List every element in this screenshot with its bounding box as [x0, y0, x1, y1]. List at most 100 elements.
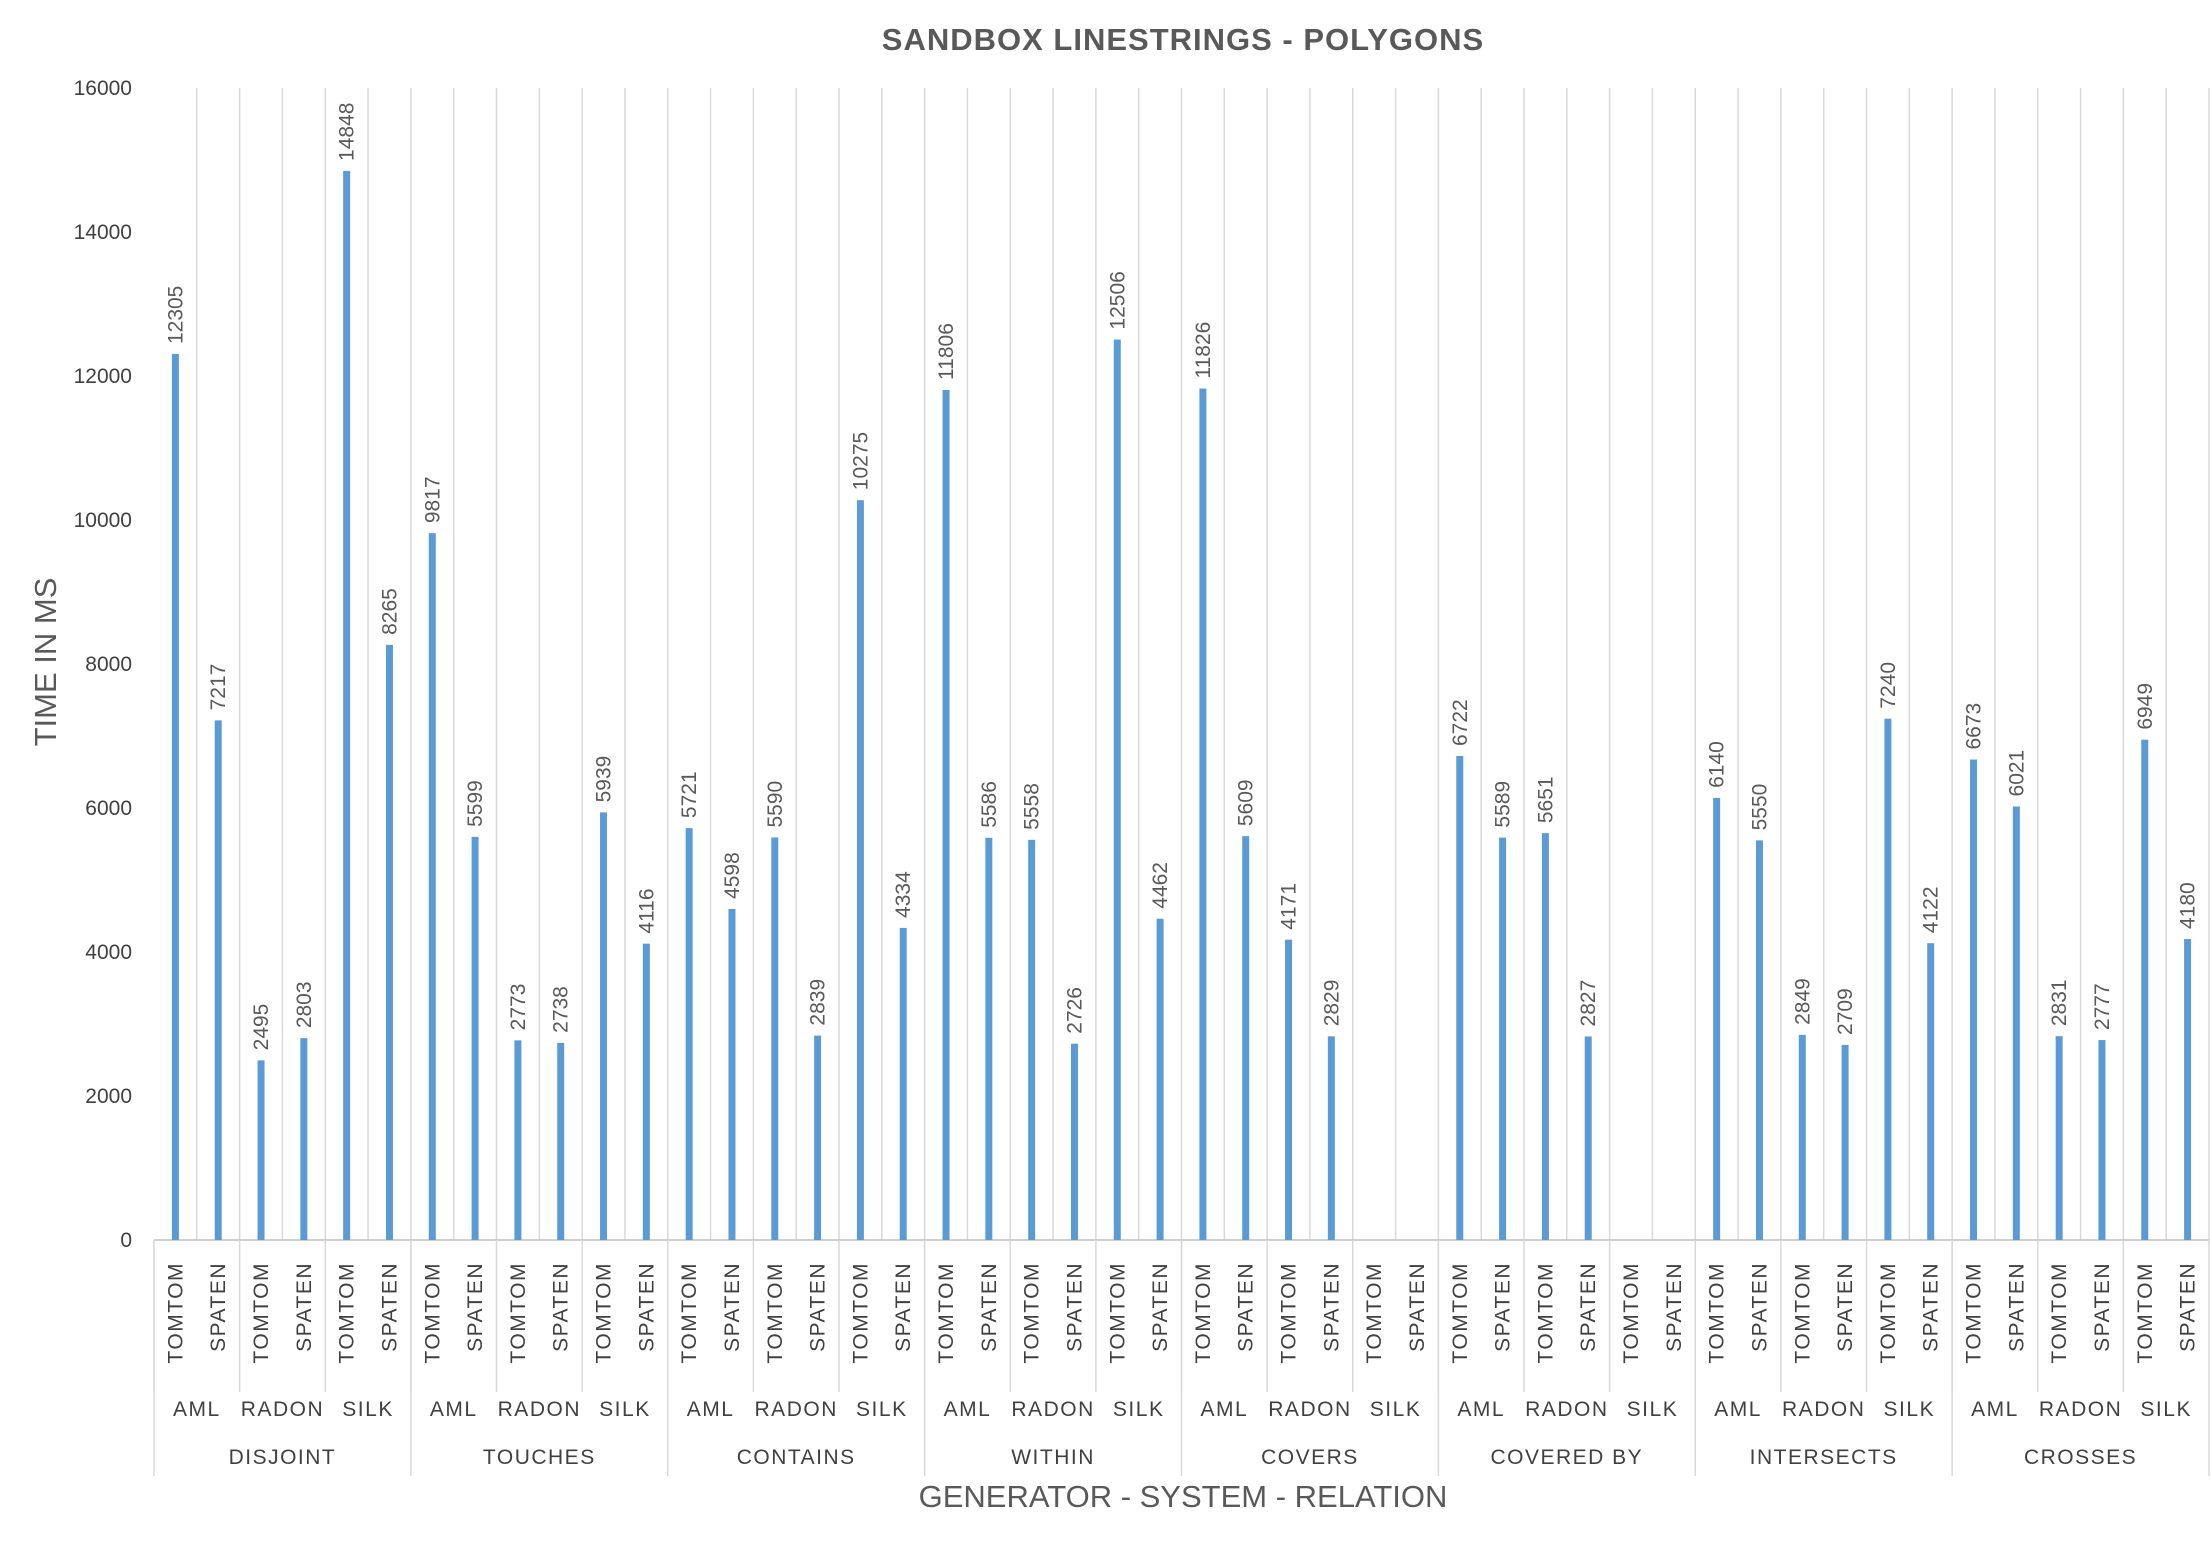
- data-label: 4180: [2177, 882, 2200, 929]
- x-axis-title: GENERATOR - SYSTEM - RELATION: [919, 1479, 1448, 1514]
- bar: [2184, 939, 2192, 1240]
- generator-label: TOMTOM: [2134, 1262, 2157, 1364]
- data-label: 4334: [892, 871, 915, 918]
- generator-label: SPATEN: [1834, 1262, 1857, 1352]
- generator-label: SPATEN: [2005, 1262, 2028, 1352]
- system-label: SILK: [856, 1398, 908, 1421]
- data-label: 12506: [1106, 271, 1129, 329]
- system-label: RADON: [1011, 1398, 1094, 1421]
- generator-label: TOMTOM: [1963, 1262, 1986, 1364]
- bar: [1113, 339, 1121, 1240]
- data-label: 4598: [721, 852, 744, 899]
- generator-label: TOMTOM: [421, 1262, 444, 1364]
- generator-label: TOMTOM: [1278, 1262, 1301, 1364]
- bar: [1242, 836, 1250, 1240]
- relation-label: COVERS: [1261, 1446, 1359, 1469]
- bar: [385, 644, 393, 1240]
- y-tick-label: 14000: [74, 221, 132, 244]
- y-tick-label: 0: [120, 1229, 132, 1252]
- data-label: 6140: [1706, 741, 1729, 788]
- bar: [1285, 939, 1293, 1240]
- system-label: SILK: [2140, 1398, 2192, 1421]
- data-label: 4116: [635, 888, 658, 933]
- bar: [985, 837, 993, 1240]
- data-label: 6722: [1449, 699, 1472, 746]
- generator-label: SPATEN: [978, 1262, 1001, 1352]
- data-label: 2726: [1063, 987, 1086, 1034]
- system-label: RADON: [498, 1398, 581, 1421]
- data-label: 5589: [1492, 781, 1515, 828]
- bar: [2012, 806, 2020, 1240]
- generator-label: TOMTOM: [1192, 1262, 1215, 1364]
- generator-label: SPATEN: [807, 1262, 830, 1352]
- bar: [1199, 388, 1207, 1240]
- data-label: 2829: [1320, 980, 1343, 1027]
- system-label: AML: [1971, 1398, 2019, 1421]
- x-axis-categories: DISJOINT AML TOMTOM SPATEN RADON TOMTOM SPATEN…: [164, 1262, 2199, 1469]
- data-label: 7240: [1877, 662, 1900, 709]
- data-label: 2773: [507, 984, 530, 1031]
- bar: [1884, 718, 1892, 1240]
- system-label: AML: [173, 1398, 221, 1421]
- data-label: 11806: [935, 323, 958, 380]
- gridlines: [153, 88, 2210, 1476]
- relation-label: COVERED BY: [1490, 1446, 1643, 1469]
- generator-label: TOMTOM: [2048, 1262, 2071, 1364]
- data-label: 14848: [336, 103, 359, 161]
- data-label: 9817: [421, 476, 444, 523]
- bar: [1713, 797, 1721, 1240]
- y-tick-label: 12000: [74, 365, 132, 388]
- generator-label: SPATEN: [1748, 1262, 1771, 1352]
- bar: [471, 836, 479, 1240]
- y-tick-label: 10000: [74, 509, 132, 532]
- data-label: 6949: [2134, 683, 2157, 730]
- generator-label: SPATEN: [2177, 1262, 2200, 1352]
- bar: [514, 1040, 522, 1240]
- data-label: 5609: [1235, 779, 1258, 826]
- bar: [1070, 1043, 1078, 1240]
- generator-label: TOMTOM: [507, 1262, 530, 1364]
- bar: [856, 500, 864, 1240]
- system-label: AML: [1714, 1398, 1762, 1421]
- relation-label: TOUCHES: [483, 1446, 596, 1469]
- y-tick-label: 16000: [74, 77, 132, 100]
- relation-label: DISJOINT: [229, 1446, 337, 1469]
- bar: [257, 1060, 265, 1240]
- system-label: RADON: [241, 1398, 324, 1421]
- generator-label: SPATEN: [721, 1262, 744, 1352]
- data-label: 10275: [849, 432, 872, 490]
- data-label: 6673: [1963, 703, 1986, 750]
- data-label: 5550: [1748, 784, 1771, 831]
- generator-label: TOMTOM: [1106, 1262, 1129, 1364]
- generator-label: TOMTOM: [1021, 1262, 1044, 1364]
- system-label: SILK: [1113, 1398, 1165, 1421]
- data-label: 4171: [1278, 883, 1301, 930]
- bar: [214, 720, 222, 1240]
- system-label: RADON: [755, 1398, 838, 1421]
- bar: [1028, 839, 1036, 1240]
- data-label: 6021: [2005, 750, 2028, 797]
- generator-label: SPATEN: [1577, 1262, 1600, 1352]
- generator-label: SPATEN: [635, 1262, 658, 1352]
- relation-label: WITHIN: [1011, 1446, 1095, 1469]
- generator-label: TOMTOM: [1791, 1262, 1814, 1364]
- generator-label: SPATEN: [550, 1262, 573, 1352]
- generator-label: TOMTOM: [935, 1262, 958, 1364]
- bar: [1327, 1036, 1335, 1240]
- chart-title: SANDBOX LINESTRINGS - POLYGONS: [882, 22, 1484, 57]
- generator-label: SPATEN: [1235, 1262, 1258, 1352]
- generator-label: TOMTOM: [336, 1262, 359, 1364]
- data-label: 4122: [1920, 886, 1943, 933]
- data-label: 2738: [550, 986, 573, 1033]
- system-label: AML: [944, 1398, 992, 1421]
- bar: [2098, 1040, 2106, 1240]
- generator-label: SPATEN: [378, 1262, 401, 1352]
- data-label: 2849: [1791, 978, 1814, 1025]
- bars: [171, 170, 2192, 1241]
- bar: [942, 389, 950, 1240]
- data-label: 5651: [1534, 776, 1557, 823]
- bar: [171, 354, 179, 1240]
- generator-label: SPATEN: [1320, 1262, 1343, 1352]
- generator-label: SPATEN: [1063, 1262, 1086, 1352]
